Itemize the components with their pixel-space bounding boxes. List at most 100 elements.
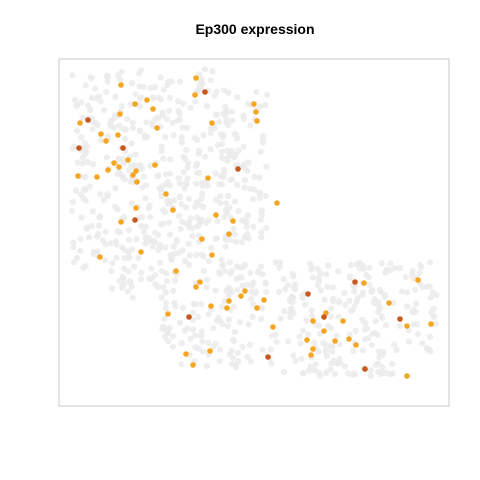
background-point [162, 171, 169, 178]
expression-point [133, 168, 139, 174]
expression-point [186, 314, 192, 320]
background-point [197, 202, 204, 209]
background-point [432, 320, 439, 327]
expression-point [150, 106, 156, 112]
background-point [190, 300, 197, 307]
background-point [341, 289, 348, 296]
background-point [222, 236, 229, 243]
background-point [323, 271, 330, 278]
background-point [89, 126, 96, 133]
background-point [119, 244, 126, 251]
background-point [93, 233, 101, 240]
expressing-points-layer [75, 75, 434, 379]
background-point [192, 332, 199, 339]
background-point [296, 333, 303, 340]
background-point [165, 337, 172, 345]
background-point [193, 198, 200, 206]
background-point [231, 231, 238, 238]
background-point [116, 122, 123, 129]
expression-point [209, 252, 215, 258]
background-point [258, 316, 265, 323]
expression-point [209, 120, 215, 126]
background-point [112, 185, 119, 192]
background-point [104, 73, 111, 80]
background-point [165, 219, 172, 226]
background-point [288, 305, 295, 313]
background-point [375, 368, 382, 375]
background-point [115, 155, 123, 162]
background-point [205, 339, 212, 346]
background-point [103, 154, 110, 161]
background-point [315, 348, 322, 355]
background-point [258, 234, 265, 241]
background-point [204, 103, 211, 110]
expression-point [115, 132, 121, 138]
background-point [138, 269, 145, 276]
background-point [120, 159, 127, 167]
expression-point [304, 337, 310, 343]
background-point [82, 187, 89, 194]
background-point [176, 78, 184, 85]
background-point [262, 192, 269, 199]
background-point [216, 317, 224, 324]
background-point [171, 277, 178, 284]
background-point [290, 352, 297, 359]
background-point [410, 321, 417, 328]
background-point [194, 169, 201, 176]
background-point [376, 354, 383, 361]
background-point [89, 208, 96, 215]
background-point [208, 244, 215, 251]
background-point [77, 247, 84, 255]
background-point [280, 276, 287, 283]
background-point [79, 114, 86, 121]
expression-point [132, 101, 138, 107]
background-point [351, 371, 358, 378]
background-point [175, 107, 182, 115]
background-point [104, 78, 111, 85]
background-point [198, 300, 205, 308]
background-point [307, 363, 314, 370]
background-point [250, 196, 257, 203]
expression-point [208, 303, 214, 309]
background-point [227, 177, 234, 184]
background-point [355, 260, 362, 267]
background-point [185, 240, 192, 247]
background-point [187, 104, 194, 111]
background-point [299, 295, 306, 302]
background-point [189, 326, 196, 333]
expression-point [133, 205, 139, 211]
expression-point [404, 323, 410, 329]
background-point [147, 84, 154, 92]
background-point [166, 231, 173, 238]
background-point [312, 361, 319, 368]
expression-point [415, 277, 421, 283]
background-point [162, 244, 169, 251]
background-point [240, 143, 247, 150]
background-point [376, 286, 383, 293]
expression-point [230, 218, 236, 224]
background-point [263, 224, 270, 232]
expression-point [105, 167, 111, 173]
background-point [216, 357, 223, 365]
background-point [224, 157, 231, 164]
background-point [124, 116, 131, 123]
background-point [263, 288, 270, 296]
background-point [178, 361, 185, 368]
background-point [103, 89, 110, 96]
background-point [99, 237, 107, 244]
background-point [178, 340, 185, 347]
background-point [222, 243, 229, 250]
background-point [426, 283, 433, 290]
background-point [73, 254, 80, 262]
background-point [223, 109, 230, 117]
background-point [254, 269, 261, 276]
expression-point [213, 212, 219, 218]
expression-point [134, 179, 140, 185]
background-point [381, 293, 388, 301]
background-point [74, 102, 81, 109]
background-point [427, 348, 434, 355]
background-point [202, 153, 209, 160]
background-point [192, 98, 199, 105]
background-point [179, 124, 186, 131]
background-point [162, 134, 169, 141]
